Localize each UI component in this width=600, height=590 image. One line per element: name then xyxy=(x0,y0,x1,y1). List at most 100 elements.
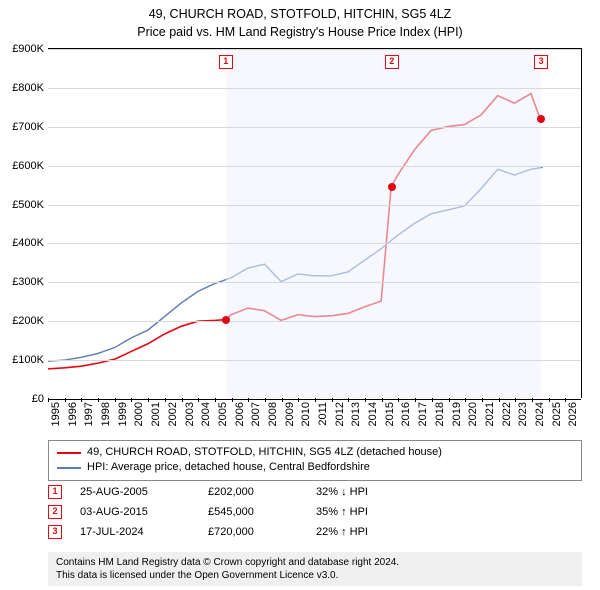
gridline-h xyxy=(48,321,581,322)
y-tick-label: £0 xyxy=(32,393,44,405)
x-tick-mark xyxy=(449,398,450,402)
x-tick-mark xyxy=(265,398,266,402)
chart-plot-area: £0£100K£200K£300K£400K£500K£600K£700K£80… xyxy=(48,48,582,398)
gridline-h xyxy=(48,360,581,361)
x-tick-label: 2000 xyxy=(133,402,145,426)
x-tick-mark xyxy=(432,398,433,402)
x-tick-label: 1998 xyxy=(100,402,112,426)
sale-price: £720,000 xyxy=(208,526,298,538)
x-tick-label: 1999 xyxy=(117,402,129,426)
x-tick-label: 2010 xyxy=(300,402,312,426)
chart-shade-band xyxy=(392,49,541,398)
x-tick-mark xyxy=(532,398,533,402)
sale-row-marker: 3 xyxy=(48,525,62,539)
chart-container: 49, CHURCH ROAD, STOTFOLD, HITCHIN, SG5 … xyxy=(0,0,600,590)
x-tick-label: 2023 xyxy=(517,402,529,426)
y-tick-label: £700K xyxy=(12,121,44,133)
y-tick-label: £300K xyxy=(12,276,44,288)
x-tick-label: 2025 xyxy=(551,402,563,426)
x-tick-label: 1996 xyxy=(67,402,79,426)
x-tick-mark xyxy=(115,398,116,402)
x-tick-label: 2012 xyxy=(334,402,346,426)
x-tick-mark xyxy=(382,398,383,402)
x-tick-mark xyxy=(549,398,550,402)
x-tick-label: 2016 xyxy=(400,402,412,426)
x-tick-mark xyxy=(315,398,316,402)
legend-swatch xyxy=(57,467,81,469)
gridline-h xyxy=(48,127,581,128)
sale-row-marker: 2 xyxy=(48,505,62,519)
x-tick-mark xyxy=(48,398,49,402)
sale-date: 03-AUG-2015 xyxy=(80,506,190,518)
x-tick-label: 2001 xyxy=(150,402,162,426)
legend-box: 49, CHURCH ROAD, STOTFOLD, HITCHIN, SG5 … xyxy=(48,440,582,481)
sale-dot-3 xyxy=(537,115,545,123)
x-tick-label: 2018 xyxy=(434,402,446,426)
x-tick-label: 2026 xyxy=(567,402,579,426)
x-tick-mark xyxy=(65,398,66,402)
x-tick-mark xyxy=(482,398,483,402)
x-tick-label: 2003 xyxy=(184,402,196,426)
y-tick-label: £900K xyxy=(12,43,44,55)
x-tick-mark xyxy=(415,398,416,402)
footer-line2: This data is licensed under the Open Gov… xyxy=(56,569,574,582)
sale-price: £202,000 xyxy=(208,486,298,498)
sale-row-marker: 1 xyxy=(48,485,62,499)
gridline-h xyxy=(48,88,581,89)
x-tick-label: 1997 xyxy=(83,402,95,426)
gridline-h xyxy=(48,282,581,283)
legend-label: 49, CHURCH ROAD, STOTFOLD, HITCHIN, SG5 … xyxy=(87,445,442,460)
footer-attribution: Contains HM Land Registry data © Crown c… xyxy=(48,552,582,586)
sale-marker-1: 1 xyxy=(219,55,233,69)
title-address: 49, CHURCH ROAD, STOTFOLD, HITCHIN, SG5 … xyxy=(0,6,600,24)
sale-row: 2 03-AUG-2015 £545,000 35% ↑ HPI xyxy=(48,502,582,522)
x-tick-label: 2024 xyxy=(534,402,546,426)
title-subtitle: Price paid vs. HM Land Registry's House … xyxy=(0,24,600,42)
footer-line1: Contains HM Land Registry data © Crown c… xyxy=(56,556,574,569)
gridline-h xyxy=(48,166,581,167)
sale-row: 3 17-JUL-2024 £720,000 22% ↑ HPI xyxy=(48,522,582,542)
y-tick-label: £200K xyxy=(12,315,44,327)
sale-diff: 35% ↑ HPI xyxy=(316,506,426,518)
x-tick-label: 2019 xyxy=(451,402,463,426)
y-tick-label: £600K xyxy=(12,160,44,172)
y-tick-label: £500K xyxy=(12,199,44,211)
legend-item: 49, CHURCH ROAD, STOTFOLD, HITCHIN, SG5 … xyxy=(57,445,573,460)
gridline-h xyxy=(48,49,581,50)
x-tick-mark xyxy=(282,398,283,402)
x-tick-mark xyxy=(365,398,366,402)
x-tick-label: 2002 xyxy=(167,402,179,426)
x-tick-label: 2022 xyxy=(501,402,513,426)
x-tick-label: 2007 xyxy=(250,402,262,426)
sale-date: 17-JUL-2024 xyxy=(80,526,190,538)
x-tick-label: 2008 xyxy=(267,402,279,426)
x-tick-label: 2006 xyxy=(234,402,246,426)
x-tick-label: 2011 xyxy=(317,402,329,426)
sale-row: 125-AUG-2005£202,00032% ↓ HPI xyxy=(48,482,582,502)
sale-marker-2: 2 xyxy=(385,55,399,69)
x-tick-label: 2017 xyxy=(417,402,429,426)
legend-swatch xyxy=(57,452,81,454)
y-tick-label: £100K xyxy=(12,354,44,366)
sale-dot-2 xyxy=(388,183,396,191)
sale-price: £545,000 xyxy=(208,506,298,518)
x-tick-label: 1995 xyxy=(50,402,62,426)
x-tick-label: 2021 xyxy=(484,402,496,426)
x-tick-mark xyxy=(332,398,333,402)
x-tick-mark xyxy=(148,398,149,402)
y-tick-label: £400K xyxy=(12,237,44,249)
sale-date: 25-AUG-2005 xyxy=(80,486,190,498)
x-tick-mark xyxy=(165,398,166,402)
x-tick-label: 2009 xyxy=(284,402,296,426)
chart-shade-band xyxy=(226,49,392,398)
x-tick-label: 2004 xyxy=(200,402,212,426)
sale-diff: 22% ↑ HPI xyxy=(316,526,426,538)
y-tick-label: £800K xyxy=(12,82,44,94)
x-tick-mark xyxy=(499,398,500,402)
sale-marker-3: 3 xyxy=(534,55,548,69)
title-block: 49, CHURCH ROAD, STOTFOLD, HITCHIN, SG5 … xyxy=(0,0,600,41)
x-tick-mark xyxy=(232,398,233,402)
x-tick-label: 2005 xyxy=(217,402,229,426)
x-tick-label: 2014 xyxy=(367,402,379,426)
x-tick-label: 2013 xyxy=(350,402,362,426)
